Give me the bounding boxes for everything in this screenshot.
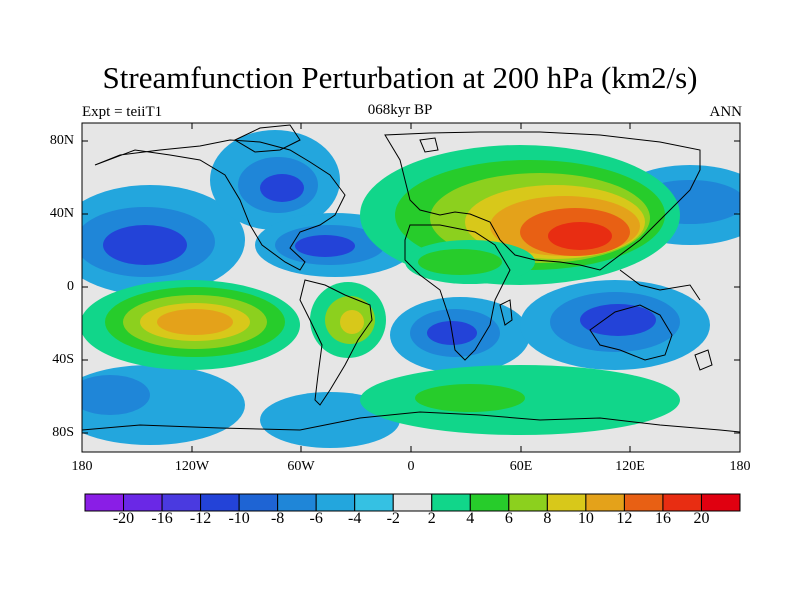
map-title: Streamfunction Perturbation at 200 hPa (…	[102, 60, 698, 95]
colorbar-swatch	[354, 493, 394, 512]
colorbar-swatch	[277, 493, 317, 512]
positive-lobe-southern-ocean	[360, 365, 680, 435]
colorbar-label: -16	[151, 510, 173, 527]
colorbar-swatch	[431, 493, 471, 512]
positive-lobe-eurasia	[360, 145, 680, 285]
coastlines	[82, 124, 740, 433]
colorbar-swatch	[700, 493, 741, 512]
y-tick-label: 40N	[49, 206, 74, 221]
colorbar-swatch	[161, 493, 202, 512]
negative-lobe-indian-ocean	[520, 280, 710, 370]
negative-lobe-npacific	[82, 185, 245, 295]
experiment-label: Expt = teiiT1	[82, 104, 163, 120]
y-tick-label: 0	[67, 279, 74, 294]
y-tick-label: 80S	[52, 425, 74, 440]
colorbar-swatch	[238, 493, 279, 512]
tick-marks	[81, 123, 741, 452]
colorbar-label: 6	[504, 510, 513, 527]
colorbar-swatch	[508, 493, 548, 512]
time-label: 068kyr BP	[367, 102, 433, 118]
x-tick-label: 0	[407, 459, 415, 474]
positive-lobe-north-africa	[405, 240, 535, 284]
colorbar-swatch	[392, 493, 433, 512]
y-tick-label: 40S	[52, 352, 74, 367]
contour-field	[82, 123, 740, 452]
colorbar-swatch	[585, 493, 625, 512]
x-tick-label: 180	[71, 459, 93, 474]
x-tick-label: 120W	[174, 459, 210, 474]
colorbar-label: 10	[577, 510, 594, 527]
colorbar-label: 16	[654, 510, 671, 527]
colorbar-swatch	[84, 493, 125, 512]
colorbar-label: 2	[427, 510, 436, 527]
colorbar-label: -2	[386, 510, 400, 527]
colorbar-swatch	[469, 493, 510, 512]
x-tick-label: 60W	[287, 459, 315, 474]
positive-lobe-south-america	[310, 282, 386, 358]
colorbar-label: 20	[693, 510, 710, 527]
y-tick-label: 80N	[49, 133, 74, 148]
colorbar-label: -20	[112, 510, 135, 527]
season-label: ANN	[709, 104, 743, 120]
positive-lobe-south-pacific	[82, 280, 300, 370]
colorbar-swatch	[315, 493, 356, 512]
colorbar-swatch	[546, 493, 587, 512]
colorbar-label: -4	[348, 510, 362, 527]
colorbar-label: 4	[466, 510, 475, 527]
colorbar-label: -8	[270, 510, 285, 527]
colorbar-swatch	[123, 493, 163, 512]
colorbar	[84, 493, 741, 512]
colorbar-label: -12	[189, 510, 212, 527]
colorbar-label: 12	[616, 510, 633, 527]
x-tick-label: 120E	[615, 459, 645, 474]
colorbar-label: 8	[543, 510, 552, 527]
negative-lobe-south-atlantic	[390, 297, 530, 373]
colorbar-swatch	[662, 493, 702, 512]
x-tick-label: 60E	[509, 459, 533, 474]
colorbar-label: -6	[309, 510, 323, 527]
x-tick-label: 180	[729, 459, 751, 474]
colorbar-swatch	[200, 493, 240, 512]
colorbar-label: -10	[228, 510, 250, 527]
colorbar-swatch	[623, 493, 664, 512]
